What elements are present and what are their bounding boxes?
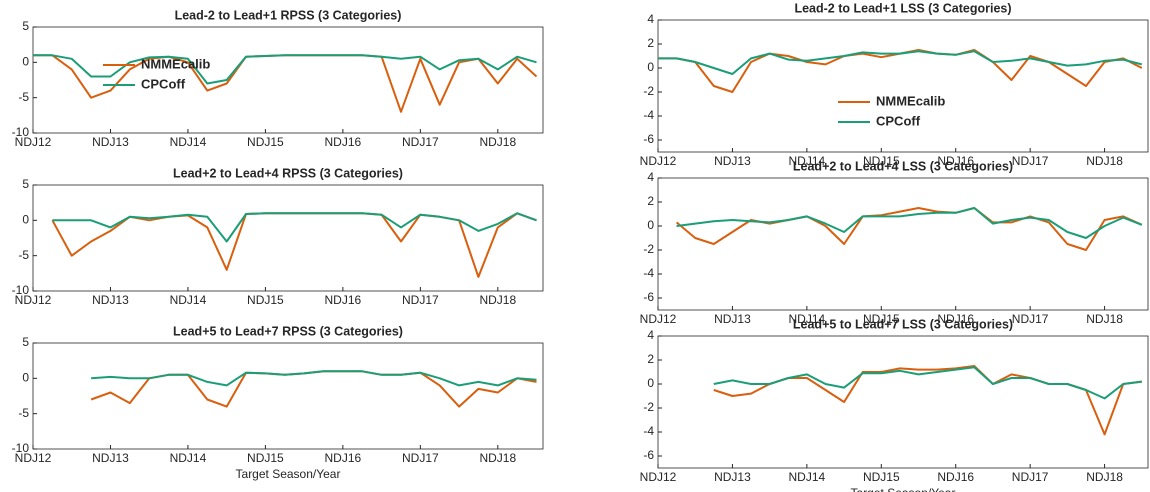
x-axis-label: Target Season/Year — [851, 486, 956, 492]
y-tick-label: -5 — [18, 90, 29, 104]
x-tick-label: NDJ16 — [937, 154, 974, 168]
x-tick-label: NDJ18 — [1086, 312, 1123, 326]
y-tick-label: -10 — [12, 283, 30, 297]
x-tick-label: NDJ14 — [170, 451, 207, 465]
x-tick-label: NDJ15 — [247, 293, 284, 307]
x-tick-label: NDJ17 — [402, 135, 439, 149]
y-tick-label: -4 — [643, 266, 654, 280]
plot-area — [32, 342, 544, 450]
x-tick-label: NDJ13 — [714, 312, 751, 326]
x-tick-label: NDJ14 — [789, 154, 826, 168]
x-tick-label: NDJ16 — [325, 293, 362, 307]
y-tick-label: -5 — [18, 248, 29, 262]
y-tick-label: -5 — [18, 406, 29, 420]
y-tick-label: -10 — [12, 125, 30, 139]
plot-area — [657, 335, 1149, 469]
x-tick-label: NDJ13 — [92, 293, 129, 307]
series-line — [33, 54, 537, 85]
x-tick-label: NDJ16 — [937, 312, 974, 326]
legend-label: CPCoff — [876, 113, 921, 128]
x-tick-label: NDJ12 — [640, 154, 677, 168]
x-tick-label: NDJ14 — [789, 470, 826, 484]
x-tick-label: NDJ12 — [640, 470, 677, 484]
chart-title: Lead+5 to Lead+7 RPSS (3 Categories) — [173, 324, 403, 338]
chart-title: Lead+5 to Lead+7 LSS (3 Categories) — [793, 317, 1013, 331]
y-tick-label: -2 — [643, 84, 654, 98]
plot-area — [657, 19, 1149, 153]
x-tick-label: NDJ16 — [325, 451, 362, 465]
y-tick-label: 0 — [22, 371, 29, 385]
x-tick-label: NDJ17 — [402, 451, 439, 465]
plot-area — [32, 184, 544, 292]
x-tick-label: NDJ18 — [479, 451, 516, 465]
y-tick-label: 4 — [647, 328, 654, 342]
y-tick-label: 0 — [647, 218, 654, 232]
series-line — [91, 370, 537, 387]
x-tick-label: NDJ13 — [714, 154, 751, 168]
chart-title: Lead+2 to Lead+4 LSS (3 Categories) — [793, 159, 1013, 173]
y-tick-label: 5 — [22, 177, 29, 191]
legend-label: CPCoff — [141, 76, 186, 91]
x-tick-label: NDJ15 — [863, 154, 900, 168]
x-tick-label: NDJ13 — [714, 470, 751, 484]
plot-area — [657, 177, 1149, 311]
y-tick-label: -4 — [643, 108, 654, 122]
series-line — [713, 366, 1142, 400]
x-tick-label: NDJ17 — [1012, 470, 1049, 484]
x-tick-label: NDJ18 — [1086, 470, 1123, 484]
x-tick-label: NDJ14 — [170, 293, 207, 307]
legend-label: NMMEcalib — [876, 93, 945, 108]
y-tick-label: 5 — [22, 19, 29, 33]
chart-title: Lead-2 to Lead+1 LSS (3 Categories) — [794, 1, 1011, 15]
x-tick-label: NDJ18 — [479, 293, 516, 307]
x-tick-label: NDJ12 — [15, 135, 52, 149]
y-tick-label: -6 — [643, 290, 654, 304]
x-tick-label: NDJ18 — [1086, 154, 1123, 168]
y-tick-label: 5 — [22, 335, 29, 349]
y-tick-label: -2 — [643, 400, 654, 414]
x-axis-label: Target Season/Year — [236, 467, 341, 481]
x-tick-label: NDJ16 — [937, 470, 974, 484]
x-tick-label: NDJ15 — [247, 135, 284, 149]
legend-label: NMMEcalib — [141, 56, 210, 71]
y-tick-label: -6 — [643, 132, 654, 146]
plot-area — [32, 26, 544, 134]
y-tick-label: 0 — [647, 376, 654, 390]
x-tick-label: NDJ15 — [863, 470, 900, 484]
y-tick-label: 0 — [647, 60, 654, 74]
y-tick-label: 2 — [647, 36, 654, 50]
x-tick-label: NDJ15 — [863, 312, 900, 326]
x-tick-label: NDJ16 — [325, 135, 362, 149]
x-tick-label: NDJ15 — [247, 451, 284, 465]
x-tick-label: NDJ13 — [92, 451, 129, 465]
x-tick-label: NDJ13 — [92, 135, 129, 149]
x-tick-label: NDJ14 — [789, 312, 826, 326]
y-tick-label: 0 — [22, 55, 29, 69]
y-tick-label: 2 — [647, 194, 654, 208]
y-tick-label: -6 — [643, 448, 654, 462]
y-tick-label: 4 — [647, 12, 654, 26]
y-tick-label: 2 — [647, 352, 654, 366]
x-tick-label: NDJ18 — [479, 135, 516, 149]
x-tick-label: NDJ17 — [1012, 154, 1049, 168]
x-tick-label: NDJ12 — [640, 312, 677, 326]
y-tick-label: 0 — [22, 213, 29, 227]
x-tick-label: NDJ12 — [15, 451, 52, 465]
x-tick-label: NDJ12 — [15, 293, 52, 307]
chart-title: Lead+2 to Lead+4 RPSS (3 Categories) — [173, 166, 403, 180]
y-tick-label: -4 — [643, 424, 654, 438]
series-line — [658, 50, 1143, 75]
y-tick-label: 4 — [647, 170, 654, 184]
y-tick-label: -2 — [643, 242, 654, 256]
chart-title: Lead-2 to Lead+1 RPSS (3 Categories) — [175, 8, 402, 22]
series-line — [52, 212, 537, 243]
series-line — [676, 207, 1143, 239]
x-tick-label: NDJ17 — [402, 293, 439, 307]
x-tick-label: NDJ17 — [1012, 312, 1049, 326]
x-tick-label: NDJ14 — [170, 135, 207, 149]
y-tick-label: -10 — [12, 441, 30, 455]
